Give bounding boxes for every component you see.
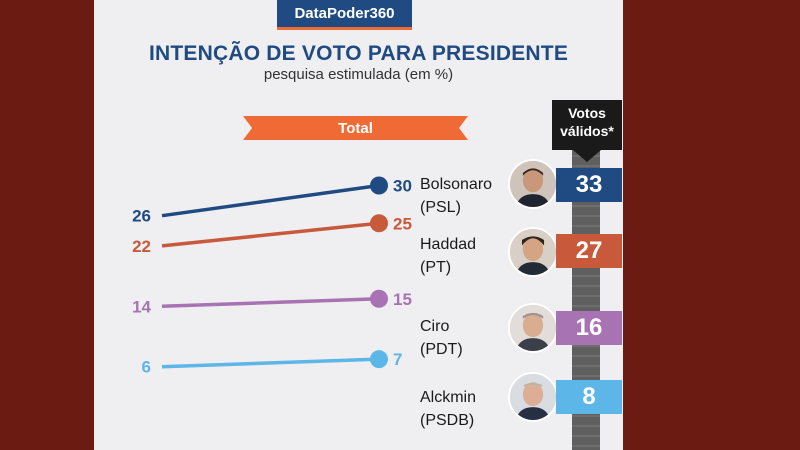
valid-votes-bolsonaro: 33 <box>556 168 622 202</box>
candidate-party: (PDT) <box>420 341 463 358</box>
candidate-name: Haddad <box>420 236 477 253</box>
candidate-photo-haddad <box>508 227 558 277</box>
section-ribbon: Total <box>243 116 468 140</box>
valid-votes-label-1: Votos <box>568 105 606 121</box>
value-label-end-alckmin: 7 <box>393 350 402 369</box>
valid-votes-haddad: 27 <box>556 234 622 268</box>
candidate-label-haddad: Haddad (PT) <box>420 233 476 279</box>
series-line-haddad <box>161 221 380 248</box>
chart-title: INTENÇÃO DE VOTO PARA PRESIDENTE <box>148 42 569 65</box>
value-label-end-bolsonaro: 30 <box>393 177 412 196</box>
candidate-label-ciro: Ciro (PDT) <box>420 315 463 361</box>
value-label-start-haddad: 22 <box>132 237 151 256</box>
series-point-alckmin <box>370 350 388 369</box>
valid-votes-alckmin: 8 <box>556 380 622 414</box>
valid-votes-ciro: 16 <box>556 311 622 345</box>
series-line-bolsonaro <box>161 183 380 218</box>
value-label-start-bolsonaro: 26 <box>132 207 151 226</box>
series-line-ciro <box>161 297 380 309</box>
series-point-bolsonaro <box>370 176 388 195</box>
candidate-label-bolsonaro: Bolsonaro (PSL) <box>420 173 492 219</box>
candidate-name: Bolsonaro <box>420 176 493 193</box>
candidate-name: Ciro <box>420 318 450 335</box>
candidate-photo-alckmin <box>508 372 558 422</box>
value-label-start-alckmin: 6 <box>142 358 151 377</box>
series-point-ciro <box>370 289 388 308</box>
value-label-end-ciro: 15 <box>393 290 412 309</box>
series-point-haddad <box>370 214 388 233</box>
candidate-label-alckmin: Alckmin (PSDB) <box>420 386 476 432</box>
brand-label: DataPoder360 <box>277 0 412 30</box>
candidate-photo-ciro <box>508 303 558 353</box>
value-label-end-haddad: 25 <box>393 214 412 233</box>
valid-votes-label-2: válidos* <box>560 123 614 139</box>
candidate-party: (PSDB) <box>420 412 475 429</box>
series-line-alckmin <box>161 357 380 369</box>
chart-subtitle: pesquisa estimulada (em %) <box>263 66 454 83</box>
candidate-photo-bolsonaro <box>508 159 558 209</box>
candidate-party: (PT) <box>420 259 452 276</box>
candidate-party: (PSL) <box>420 199 461 216</box>
valid-votes-badge: Votos válidos* <box>552 100 622 150</box>
candidate-name: Alckmin <box>420 389 477 406</box>
valid-votes-arrow <box>573 150 601 162</box>
value-label-start-ciro: 14 <box>132 297 151 316</box>
